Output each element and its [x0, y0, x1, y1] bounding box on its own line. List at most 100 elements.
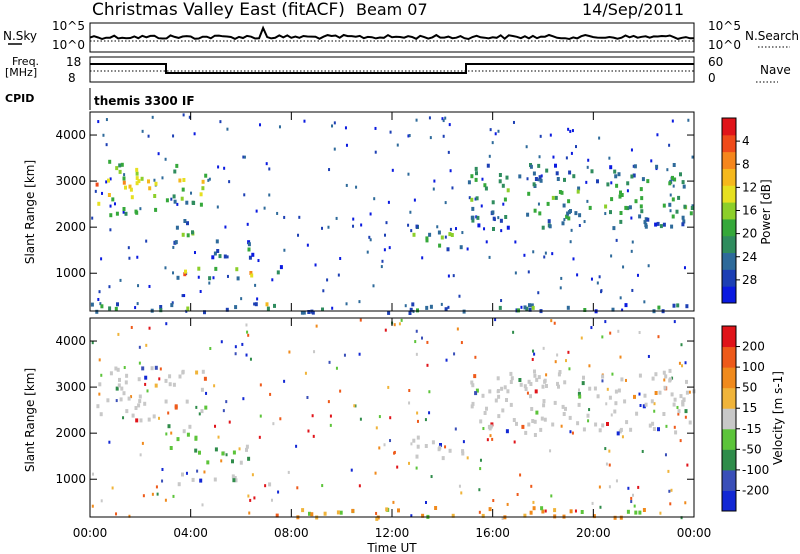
- scatter-cell: [203, 470, 206, 474]
- colorbar-tick-label: 20: [742, 227, 757, 241]
- data-cell: [186, 233, 190, 238]
- data-cell: [124, 185, 127, 190]
- scatter-cell: [164, 498, 167, 502]
- data-cell: [130, 195, 134, 200]
- data-cell: [473, 374, 477, 379]
- scatter-cell: [222, 409, 225, 413]
- scatter-cell: [578, 388, 581, 392]
- data-cell: [682, 397, 686, 402]
- scatter-cell: [404, 304, 407, 308]
- scatter-cell: [669, 209, 672, 213]
- scatter-cell: [328, 360, 331, 364]
- scatter-cell: [94, 189, 97, 193]
- data-cell: [531, 305, 535, 310]
- scatter-cell: [630, 500, 633, 504]
- scatter-cell: [145, 239, 148, 243]
- data-cell: [500, 386, 504, 391]
- scatter-cell: [378, 415, 381, 419]
- colorbar-segment: [722, 346, 736, 368]
- scatter-cell: [647, 264, 650, 268]
- data-cell: [186, 221, 189, 226]
- scatter-cell: [442, 119, 445, 123]
- data-cell: [527, 379, 531, 384]
- scatter-cell: [608, 156, 611, 160]
- data-cell: [477, 223, 481, 228]
- scatter-cell: [681, 364, 684, 368]
- scatter-cell: [97, 120, 100, 124]
- scatter-cell: [442, 134, 445, 138]
- nave-label: Nave: [760, 63, 791, 77]
- scatter-cell: [448, 123, 451, 127]
- colorbar-segment: [722, 408, 736, 430]
- data-cell: [201, 369, 205, 374]
- data-cell: [676, 303, 680, 308]
- scatter-cell: [220, 340, 223, 344]
- data-cell: [128, 184, 132, 189]
- data-cell: [613, 169, 617, 174]
- scatter-cell: [209, 346, 212, 350]
- scatter-cell: [653, 402, 656, 406]
- data-cell: [231, 474, 235, 479]
- data-cell: [233, 476, 237, 480]
- scatter-cell: [549, 133, 552, 137]
- scatter-cell: [460, 491, 463, 495]
- scatter-cell: [512, 330, 515, 334]
- scatter-cell: [369, 212, 372, 216]
- data-cell: [90, 302, 94, 307]
- scatter-cell: [372, 284, 375, 288]
- scatter-cell: [224, 225, 227, 229]
- data-cell: [336, 510, 340, 515]
- data-cell: [444, 307, 448, 312]
- scatter-cell: [633, 504, 636, 508]
- data-cell: [181, 472, 184, 477]
- scatter-cell: [257, 259, 260, 263]
- data-cell: [541, 384, 545, 389]
- scatter-cell: [610, 181, 613, 185]
- data-cell: [135, 167, 139, 172]
- scatter-cell: [659, 511, 662, 515]
- data-cell: [650, 399, 654, 404]
- data-cell: [173, 169, 177, 174]
- data-cell: [593, 386, 597, 391]
- data-cell: [310, 512, 314, 517]
- scatter-cell: [264, 484, 267, 488]
- scatter-cell: [604, 320, 607, 324]
- scatter-cell: [421, 336, 424, 340]
- scatter-cell: [321, 226, 324, 230]
- data-cell: [679, 394, 683, 399]
- scatter-cell: [656, 133, 659, 137]
- scatter-cell: [550, 494, 553, 498]
- scatter-cell: [176, 202, 179, 206]
- data-cell: [95, 309, 99, 314]
- scatter-cell: [156, 492, 159, 496]
- scatter-cell: [243, 155, 246, 159]
- data-cell: [135, 171, 139, 176]
- scatter-cell: [226, 127, 229, 131]
- data-cell: [301, 508, 305, 513]
- data-cell: [490, 422, 494, 427]
- data-cell: [568, 170, 572, 175]
- data-cell: [138, 394, 142, 399]
- data-cell: [408, 311, 412, 315]
- data-cell: [483, 183, 487, 188]
- scatter-cell: [380, 265, 383, 269]
- scatter-cell: [569, 430, 572, 434]
- scatter-cell: [123, 366, 126, 370]
- scatter-cell: [667, 469, 670, 473]
- scatter-cell: [115, 512, 118, 516]
- data-cell: [612, 226, 616, 231]
- data-cell: [542, 399, 546, 404]
- scatter-cell: [415, 466, 418, 470]
- scatter-cell: [321, 484, 324, 488]
- data-cell: [586, 413, 590, 418]
- scatter-cell: [605, 462, 608, 466]
- scatter-cell: [680, 343, 683, 347]
- scatter-cell: [576, 273, 579, 277]
- data-cell: [551, 422, 555, 427]
- scatter-cell: [514, 240, 517, 244]
- data-cell: [199, 478, 203, 483]
- data-cell: [114, 366, 118, 371]
- data-cell: [662, 412, 666, 416]
- data-cell: [428, 232, 432, 237]
- data-cell: [148, 186, 152, 191]
